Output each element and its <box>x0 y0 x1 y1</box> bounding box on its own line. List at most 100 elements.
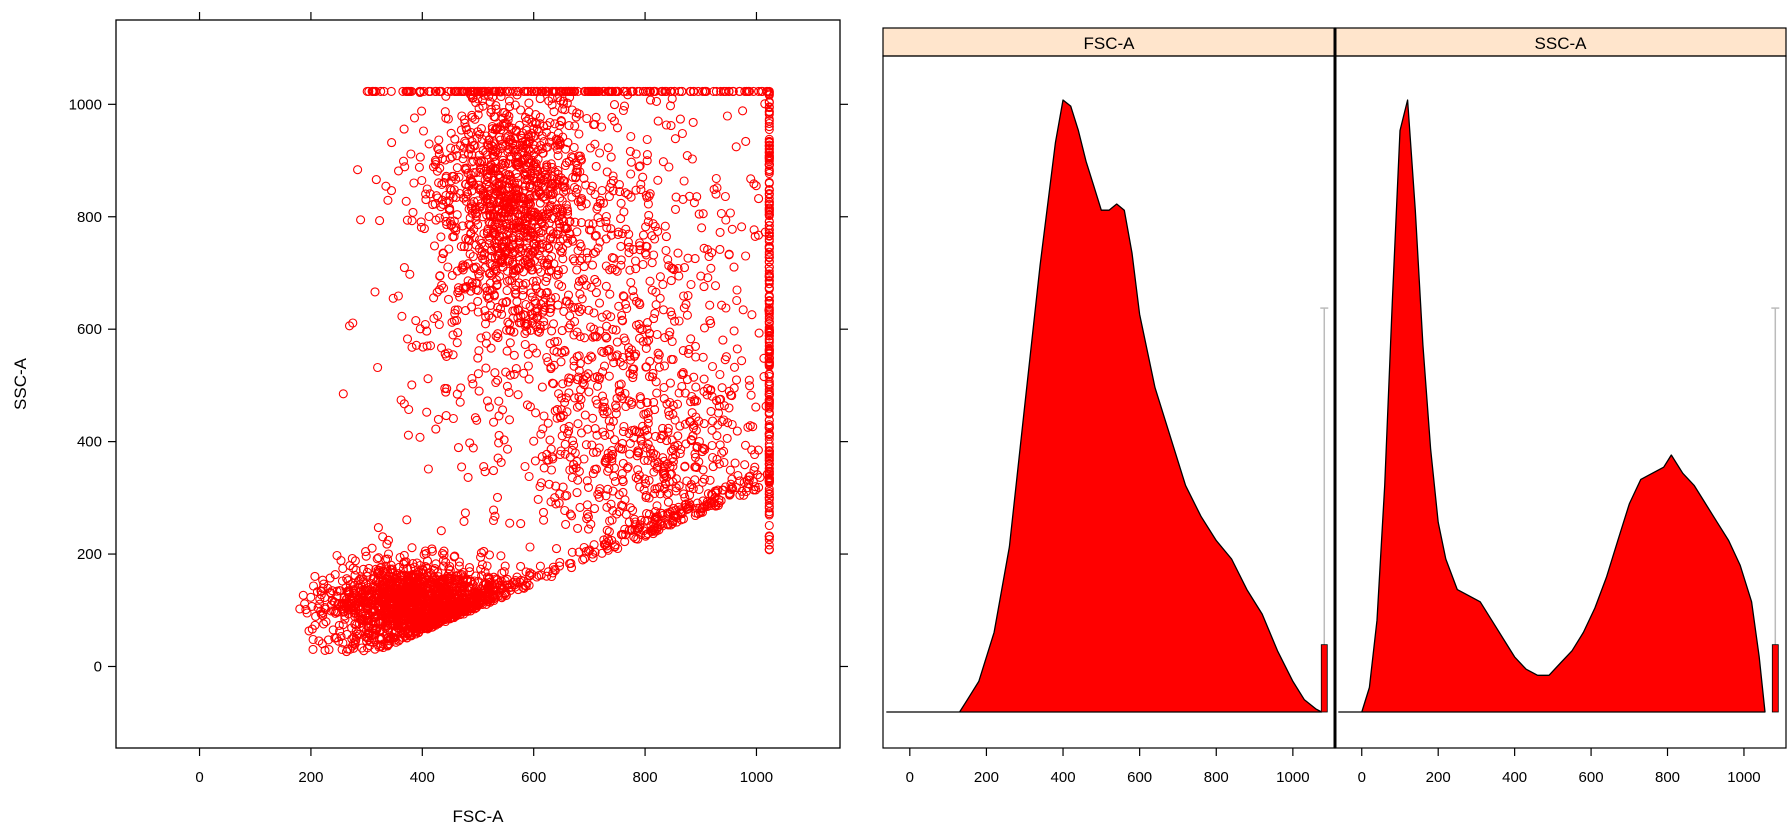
scatter-point <box>485 259 495 269</box>
scatter-point <box>730 458 740 468</box>
scatter-point <box>566 563 577 573</box>
scatter-point <box>715 440 725 450</box>
scatter-point <box>557 281 567 291</box>
scatter-point <box>484 402 494 412</box>
scatter-point <box>473 296 483 306</box>
scatter-point <box>534 127 544 137</box>
scatter-point <box>550 337 560 347</box>
scatter-point <box>631 185 641 195</box>
scatter-point <box>453 328 463 338</box>
scatter-point <box>717 416 727 427</box>
scatter-point <box>457 111 467 121</box>
scatter-point <box>706 406 716 416</box>
scatter-point <box>393 602 403 612</box>
scatter-point <box>532 313 542 323</box>
scatter-point <box>597 122 607 132</box>
scatter-point <box>601 281 611 291</box>
scatter-point <box>514 264 524 274</box>
scatter-point <box>393 623 403 633</box>
scatter-point <box>710 281 721 291</box>
scatter-point <box>524 182 535 192</box>
scatter-point <box>680 492 690 503</box>
scatter-point <box>651 96 662 106</box>
scatter-point <box>642 192 652 203</box>
scatter-point <box>514 159 524 170</box>
scatter-point <box>659 361 670 371</box>
scatter-point <box>474 244 484 254</box>
scatter-point <box>625 146 635 156</box>
scatter-point <box>556 117 566 127</box>
scatter-point <box>499 236 509 246</box>
scatter-point <box>642 134 652 145</box>
scatter-point <box>764 498 774 508</box>
scatter-point <box>660 221 670 231</box>
scatter-point <box>675 421 685 431</box>
scatter-point <box>523 158 534 168</box>
y-tick-label: 1000 <box>69 96 102 113</box>
scatter-point <box>561 296 571 306</box>
scatter-point <box>731 142 741 152</box>
scatter-point <box>666 121 676 131</box>
scatter-point <box>473 576 483 586</box>
scatter-point <box>705 475 715 485</box>
x-tick-label: 200 <box>974 769 999 786</box>
x-tick-label: 1000 <box>1276 769 1309 786</box>
scatter-point <box>391 579 401 589</box>
scatter-point <box>407 86 417 96</box>
scatter-point <box>691 352 701 362</box>
scatter-point <box>433 414 443 424</box>
scatter-point <box>537 144 547 154</box>
scatter-point <box>481 179 491 190</box>
scatter-point <box>708 462 718 472</box>
scatter-point <box>330 570 340 580</box>
scatter-point <box>699 419 709 429</box>
scatter-point <box>407 342 417 352</box>
x-tick-label: 0 <box>1358 769 1366 786</box>
scatter-point <box>691 382 701 392</box>
scatter-point <box>590 547 600 557</box>
scatter-point <box>568 436 578 446</box>
scatter-point <box>642 156 652 166</box>
scatter-point <box>520 328 530 339</box>
scatter-point <box>636 185 646 195</box>
scatter-point <box>583 524 594 534</box>
scatter-point <box>497 309 507 319</box>
scatter-point <box>490 511 500 521</box>
scatter-point <box>582 476 592 486</box>
scatter-point <box>764 341 774 351</box>
scatter-point <box>764 122 774 132</box>
scatter-point <box>549 107 559 117</box>
scatter-point <box>470 413 480 423</box>
scatter-point <box>295 604 305 614</box>
scatter-point <box>723 418 733 428</box>
scatter-point <box>678 514 689 524</box>
scatter-point <box>588 469 598 479</box>
scatter-point <box>516 247 526 257</box>
scatter-point <box>764 545 774 555</box>
scatter-point <box>609 100 620 110</box>
scatter-point <box>533 154 543 164</box>
scatter-point <box>394 562 404 572</box>
scatter-point <box>564 121 574 131</box>
scatter-point <box>539 411 549 421</box>
scatter-point <box>690 395 700 405</box>
scatter-point <box>727 474 737 484</box>
scatter-point <box>636 399 646 409</box>
scatter-point <box>618 487 628 497</box>
x-tick-label: 400 <box>1502 769 1527 786</box>
scatter-point <box>500 169 510 179</box>
scatter-point <box>419 86 429 96</box>
scatter-point <box>456 383 466 393</box>
scatter-point <box>764 331 774 341</box>
scatter-point <box>403 614 413 624</box>
scatter-point <box>518 128 528 138</box>
scatter-point <box>430 199 440 209</box>
scatter-point <box>450 308 460 319</box>
scatter-point <box>458 221 468 231</box>
scatter-point <box>536 267 546 277</box>
scatter-point <box>764 247 774 257</box>
scatter-point <box>764 185 774 195</box>
scatter-point <box>569 182 580 193</box>
scatter-point <box>492 123 502 134</box>
